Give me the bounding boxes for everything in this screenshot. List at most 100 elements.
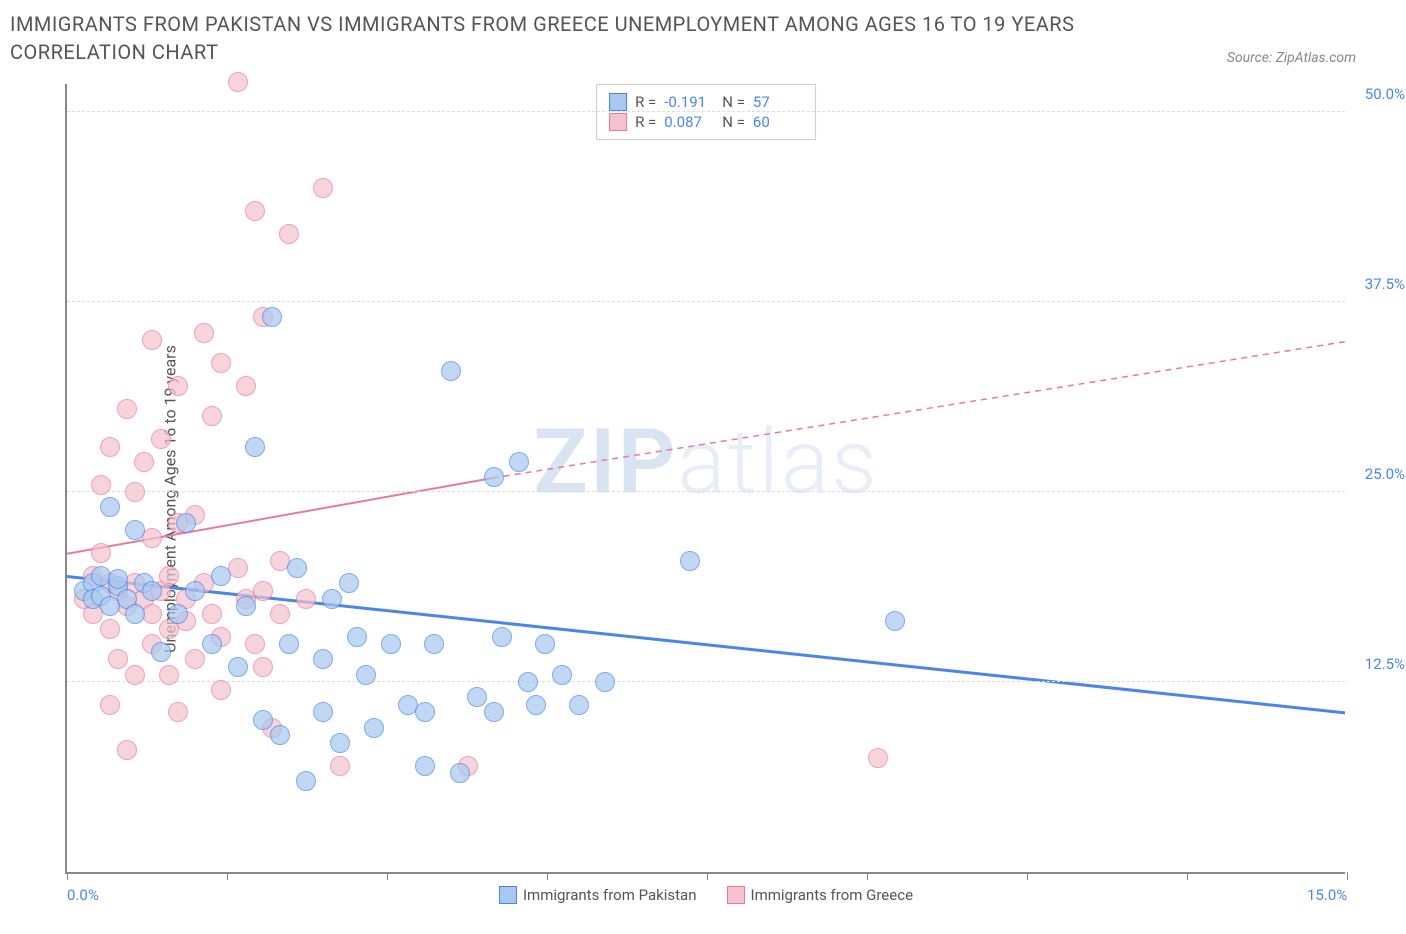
data-point xyxy=(526,695,546,715)
data-point xyxy=(134,452,154,472)
swatch-pakistan xyxy=(609,93,627,111)
data-point xyxy=(151,642,171,662)
data-point xyxy=(535,634,555,654)
data-point xyxy=(287,558,307,578)
x-tick xyxy=(867,872,868,880)
data-point xyxy=(108,649,128,669)
data-point xyxy=(202,604,222,624)
swatch-pakistan-icon xyxy=(499,886,517,904)
series-legend: Immigrants from Pakistan Immigrants from… xyxy=(499,886,913,904)
data-point xyxy=(125,520,145,540)
data-point xyxy=(100,619,120,639)
x-tick xyxy=(707,872,708,880)
data-point xyxy=(270,604,290,624)
data-point xyxy=(509,452,529,472)
data-point xyxy=(100,497,120,517)
data-point xyxy=(159,665,179,685)
data-point xyxy=(552,665,572,685)
x-tick xyxy=(547,872,548,880)
r-label: R = xyxy=(635,93,656,111)
data-point xyxy=(202,406,222,426)
x-tick xyxy=(387,872,388,880)
data-point xyxy=(168,702,188,722)
data-point xyxy=(279,634,299,654)
data-point xyxy=(322,589,342,609)
data-point xyxy=(253,710,273,730)
data-point xyxy=(356,665,376,685)
swatch-greece-icon xyxy=(727,886,745,904)
data-point xyxy=(142,581,162,601)
data-point xyxy=(142,604,162,624)
data-point xyxy=(680,551,700,571)
data-point xyxy=(492,627,512,647)
data-point xyxy=(125,665,145,685)
n-label: N = xyxy=(722,113,745,131)
data-point xyxy=(117,740,137,760)
x-tick xyxy=(1347,872,1348,880)
data-point xyxy=(484,702,504,722)
x-tick xyxy=(67,872,68,880)
data-point xyxy=(228,72,248,92)
data-point xyxy=(441,361,461,381)
data-point xyxy=(424,634,444,654)
data-point xyxy=(270,725,290,745)
x-tick-label: 15.0% xyxy=(1307,886,1347,904)
data-point xyxy=(142,330,162,350)
data-point xyxy=(296,771,316,791)
data-point xyxy=(415,756,435,776)
data-point xyxy=(245,201,265,221)
data-point xyxy=(330,756,350,776)
x-tick xyxy=(1187,872,1188,880)
data-point xyxy=(168,376,188,396)
data-point xyxy=(211,353,231,373)
data-point xyxy=(381,634,401,654)
y-tick-label: 12.5% xyxy=(1365,655,1405,673)
y-tick-label: 50.0% xyxy=(1365,85,1405,103)
watermark: ZIPatlas xyxy=(533,410,878,515)
data-point xyxy=(339,573,359,593)
swatch-greece xyxy=(609,113,627,131)
data-point xyxy=(91,475,111,495)
data-point xyxy=(296,589,316,609)
data-point xyxy=(236,596,256,616)
data-point xyxy=(125,604,145,624)
data-point xyxy=(228,558,248,578)
data-point xyxy=(211,680,231,700)
x-tick xyxy=(227,872,228,880)
data-point xyxy=(125,482,145,502)
data-point xyxy=(253,657,273,677)
data-point xyxy=(313,702,333,722)
data-point xyxy=(168,604,188,624)
source-label: Source: ZipAtlas.com xyxy=(1227,50,1356,66)
n-value-greece: 60 xyxy=(753,113,803,131)
data-point xyxy=(202,634,222,654)
y-tick-label: 37.5% xyxy=(1365,275,1405,293)
data-point xyxy=(245,634,265,654)
chart-title: IMMIGRANTS FROM PAKISTAN VS IMMIGRANTS F… xyxy=(10,10,1130,66)
data-point xyxy=(100,695,120,715)
r-value-greece: 0.087 xyxy=(664,113,714,131)
trend-line xyxy=(493,342,1345,478)
y-tick-label: 25.0% xyxy=(1365,465,1405,483)
chart-container: Unemployment Among Ages 16 to 19 years Z… xyxy=(10,74,1396,924)
data-point xyxy=(253,581,273,601)
data-point xyxy=(245,437,265,457)
gridline-h xyxy=(67,681,1345,682)
data-point xyxy=(262,307,282,327)
gridline-h xyxy=(67,301,1345,302)
data-point xyxy=(279,224,299,244)
data-point xyxy=(194,323,214,343)
n-value-pakistan: 57 xyxy=(753,93,803,111)
n-label: N = xyxy=(722,93,745,111)
data-point xyxy=(211,566,231,586)
data-point xyxy=(108,569,128,589)
legend-item-greece: Immigrants from Greece xyxy=(727,886,914,904)
gridline-h xyxy=(67,491,1345,492)
x-tick xyxy=(1027,872,1028,880)
data-point xyxy=(569,695,589,715)
data-point xyxy=(330,733,350,753)
data-point xyxy=(313,649,333,669)
plot-area: ZIPatlas R = -0.191 N = 57 R = 0.087 N =… xyxy=(65,84,1345,874)
data-point xyxy=(484,467,504,487)
data-point xyxy=(228,657,248,677)
